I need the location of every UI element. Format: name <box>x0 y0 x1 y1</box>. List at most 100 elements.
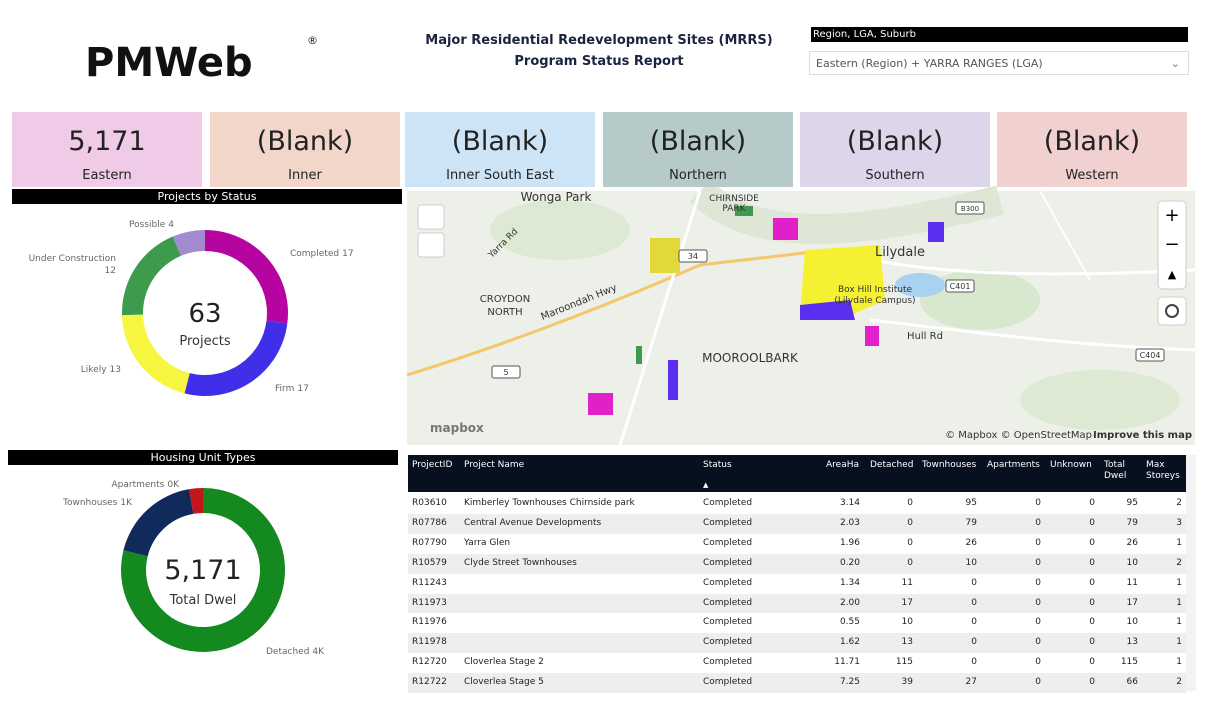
table-cell: Completed <box>703 637 753 648</box>
donut-slice <box>123 489 194 557</box>
table-cell: 10 <box>1126 557 1138 568</box>
table-cell: 26 <box>1126 537 1138 548</box>
map-label: Box Hill Institute <box>838 285 913 295</box>
slice-category: Firm <box>275 384 294 394</box>
table-cell: R11243 <box>412 577 447 588</box>
map-label: 34 <box>688 252 698 261</box>
table-cell: 2 <box>1176 498 1182 508</box>
table-cell: 1.62 <box>839 637 860 648</box>
table-cell: 11 <box>901 577 913 588</box>
table-row <box>408 553 1186 574</box>
table-cell: 39 <box>901 677 913 688</box>
table-cell: 2 <box>1176 677 1182 688</box>
slice-value: 4K <box>312 647 325 657</box>
map[interactable]: + − ▲ <box>406 179 1196 446</box>
table-cell: 0 <box>1035 677 1041 688</box>
table-cell: 115 <box>895 657 913 668</box>
table-cell: 79 <box>965 517 977 528</box>
table-row <box>408 513 1186 534</box>
slice-value: 12 <box>105 266 116 276</box>
center-value: 63 <box>188 299 221 329</box>
logo: PMWeb <box>85 40 253 86</box>
kpi-card: (Blank) Western <box>997 112 1187 187</box>
column-header: ProjectID <box>412 460 453 470</box>
table-cell: R12722 <box>412 677 447 688</box>
slice-category: Possible <box>129 220 166 230</box>
table-cell: R11973 <box>412 597 447 608</box>
column-header: Status <box>703 460 732 470</box>
table-cell: Completed <box>703 557 753 568</box>
kpi-card: 5,171 Eastern <box>12 112 202 187</box>
table-cell: 0 <box>1089 657 1095 668</box>
map-logo: mapbox <box>430 421 484 435</box>
column-header: Apartments <box>987 460 1040 470</box>
slice-label: Completed 17 <box>290 249 354 259</box>
slice-category: Apartments <box>112 480 165 490</box>
table-cell: 10 <box>901 617 913 628</box>
slice-value: 1K <box>120 498 133 508</box>
table-cell: 0 <box>1035 597 1041 608</box>
slice-value: 17 <box>297 384 308 394</box>
table-cell: 1 <box>1176 657 1182 668</box>
table-cell: 0 <box>1089 577 1095 588</box>
table-cell: R12720 <box>412 657 447 668</box>
map-label: NORTH <box>487 307 522 318</box>
kpi-label: Southern <box>865 168 925 183</box>
table-cell: 66 <box>1126 677 1138 688</box>
table-cell: Completed <box>703 537 753 548</box>
map-label: CROYDON <box>480 294 530 305</box>
table-cell: 0 <box>971 617 977 628</box>
table-cell: 0 <box>907 498 913 508</box>
sort-indicator[interactable]: ▲ <box>703 481 709 489</box>
column-header: Project Name <box>464 460 525 470</box>
table-cell: 26 <box>965 537 977 548</box>
table-cell: 95 <box>965 498 977 508</box>
table-header <box>408 455 1188 492</box>
slice-label: Apartments 0K <box>112 480 181 490</box>
table-cell: 1.34 <box>839 577 860 588</box>
scrollbar[interactable] <box>1186 455 1196 691</box>
slice-label: Detached 4K <box>266 647 325 657</box>
table-cell: 0.55 <box>839 617 860 628</box>
slice-label: Likely 13 <box>81 365 121 375</box>
slicer-value[interactable]: Eastern (Region) + YARRA RANGES (LGA) <box>816 57 1043 70</box>
map-label: PARK <box>722 204 746 214</box>
route-shield <box>955 201 985 215</box>
table-cell: 1 <box>1176 637 1182 648</box>
table-cell: R03610 <box>412 498 447 508</box>
table-cell: 3 <box>1176 517 1182 528</box>
table-cell: 0 <box>1089 597 1095 608</box>
map-label: B300 <box>961 205 979 213</box>
table-cell: Completed <box>703 657 753 668</box>
table-cell: Completed <box>703 577 753 588</box>
donut-slice <box>184 320 288 397</box>
kpi-value: (Blank) <box>451 126 549 157</box>
table-cell: 2.03 <box>839 517 860 528</box>
donut-slice <box>122 236 181 316</box>
donut-slice <box>172 230 205 256</box>
donut-slice <box>205 230 288 324</box>
table-cell: 1 <box>1176 617 1182 628</box>
table-cell: 0 <box>1035 557 1041 568</box>
table-cell: 0 <box>971 597 977 608</box>
slicer-dropdown[interactable]: Eastern (Region) + YARRA RANGES (LGA) ⌄ <box>809 51 1189 75</box>
table-cell: 0 <box>1035 577 1041 588</box>
center-label: Projects <box>179 334 230 349</box>
table-cell: 2.00 <box>839 597 860 608</box>
center-label: Total Dwel <box>169 593 237 608</box>
kpi-value: (Blank) <box>649 126 747 157</box>
table-row <box>408 653 1186 674</box>
table-cell: 0 <box>1035 498 1041 508</box>
kpi-label: Northern <box>669 168 727 183</box>
table-row <box>408 673 1186 693</box>
table-cell: 1 <box>1176 577 1182 588</box>
slice-value: 17 <box>342 249 353 259</box>
table-cell: 0 <box>1089 617 1095 628</box>
table-cell: 13 <box>901 637 913 648</box>
slice-category: Completed <box>290 249 339 259</box>
table-row <box>408 633 1186 654</box>
donut-slice <box>120 488 285 652</box>
chart-title: Housing Unit Types <box>8 450 398 465</box>
